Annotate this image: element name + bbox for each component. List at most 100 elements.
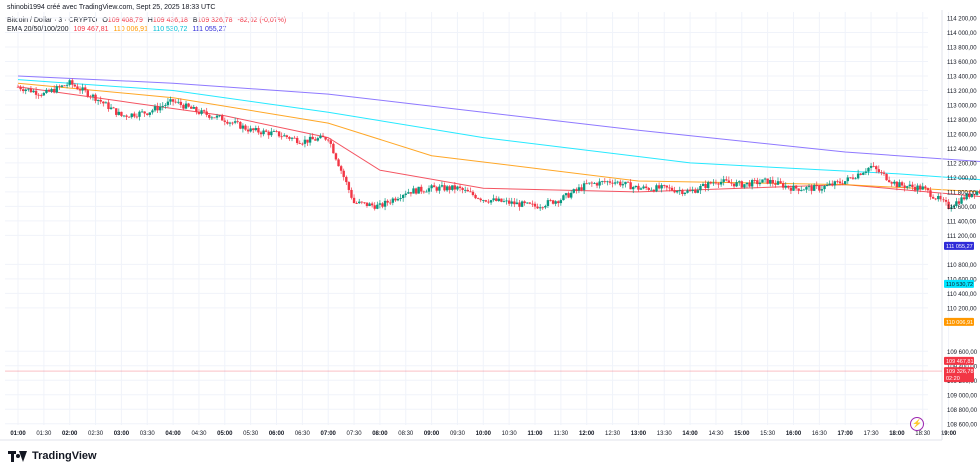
candle-body (422, 191, 426, 193)
candle-body (513, 201, 516, 205)
candle-body (156, 106, 159, 111)
candle-body (611, 182, 614, 184)
candle-body (800, 189, 803, 191)
candle-body (487, 201, 490, 203)
x-tick-label: 19:00 (941, 431, 957, 437)
candle-body (564, 193, 568, 196)
candle-body (399, 198, 402, 199)
candle-body (324, 137, 327, 140)
candle-body (831, 183, 834, 186)
candle-body (146, 113, 149, 115)
candle-body (448, 186, 451, 190)
candle-body (655, 185, 658, 192)
y-tick-label: 113 400,00 (947, 74, 977, 80)
candle-body (414, 188, 418, 194)
candle-body (613, 182, 617, 184)
candle-body (102, 101, 105, 104)
candle-body (624, 181, 627, 185)
x-tick-label: 17:00 (838, 431, 854, 437)
candle-body (407, 192, 410, 194)
candle-body (435, 187, 438, 191)
candle-body (916, 185, 919, 191)
y-tick-label: 113 200,00 (947, 89, 977, 95)
candlesticks (16, 78, 980, 212)
candle-body (869, 165, 873, 168)
candle-body (236, 121, 239, 123)
candle-body (257, 128, 260, 133)
candle-body (171, 99, 175, 102)
y-tick-label: 112 800,00 (947, 118, 977, 124)
candle-body (854, 178, 857, 180)
candle-body (647, 187, 650, 191)
candle-body (975, 191, 979, 195)
candle-body (802, 189, 806, 191)
candle-body (195, 107, 198, 112)
candle-body (789, 187, 793, 191)
candle-body (937, 195, 940, 200)
candle-body (244, 125, 247, 130)
axes: 114 200,00 114 000,00 113 800,00 113 600,00… (0, 10, 978, 441)
candle-body (533, 203, 537, 207)
candle-body (221, 115, 224, 121)
candle-body (507, 200, 511, 204)
candle-body (386, 200, 389, 203)
candle-body (295, 137, 299, 143)
candle-body (290, 137, 294, 139)
candle-body (138, 111, 141, 117)
candle-body (169, 99, 172, 102)
candle-body (771, 179, 775, 184)
candle-body (363, 202, 366, 204)
candle-body (970, 194, 974, 198)
candle-body (807, 186, 811, 188)
x-tick-label: 04:30 (191, 431, 207, 437)
x-tick-label: 07:30 (347, 431, 363, 437)
candle-body (55, 86, 58, 93)
x-tick-label: 04:00 (165, 431, 181, 437)
candle-body (815, 185, 818, 186)
price-line-value: 110 530,72 (946, 282, 973, 288)
candle-body (484, 200, 488, 202)
price-line-value: 111 055,27 (946, 244, 973, 250)
candle-body (32, 90, 35, 93)
candle-body (913, 186, 917, 191)
candle-body (200, 110, 203, 114)
candle-body (887, 180, 891, 183)
candle-body (78, 89, 82, 91)
candle-body (784, 185, 787, 188)
candle-body (546, 200, 550, 206)
ema-line (17, 75, 980, 162)
candle-body (218, 115, 221, 117)
candle-body (598, 181, 601, 186)
candle-body (562, 195, 565, 201)
candle-body (515, 202, 519, 205)
candle-body (24, 89, 27, 92)
candle-body (231, 122, 234, 124)
candle-body (678, 190, 681, 192)
candle-body (701, 183, 705, 187)
candle-body (575, 189, 578, 191)
candle-body (846, 177, 849, 182)
y-tick-label: 112 400,00 (947, 147, 977, 153)
candle-body (585, 183, 588, 185)
candle-body (921, 186, 924, 190)
candle-body (732, 183, 736, 187)
candle-body (316, 138, 320, 141)
candle-body (559, 200, 563, 204)
ema-label: EMA 20/50/100/200 (7, 26, 69, 33)
candle-body (71, 80, 74, 85)
candle-body (389, 202, 392, 204)
candle-body (270, 131, 273, 136)
lightning-icon[interactable]: ⚡ (910, 417, 924, 431)
candle-body (722, 179, 725, 182)
x-tick-label: 05:30 (243, 431, 259, 437)
candle-body (86, 90, 89, 97)
x-tick-label: 17:30 (864, 431, 880, 437)
candle-body (306, 139, 309, 143)
candle-body (779, 181, 782, 184)
candle-body (104, 102, 108, 104)
candle-body (748, 182, 751, 187)
candle-body (327, 139, 330, 141)
candle-body (670, 187, 674, 191)
candle-body (233, 121, 237, 123)
